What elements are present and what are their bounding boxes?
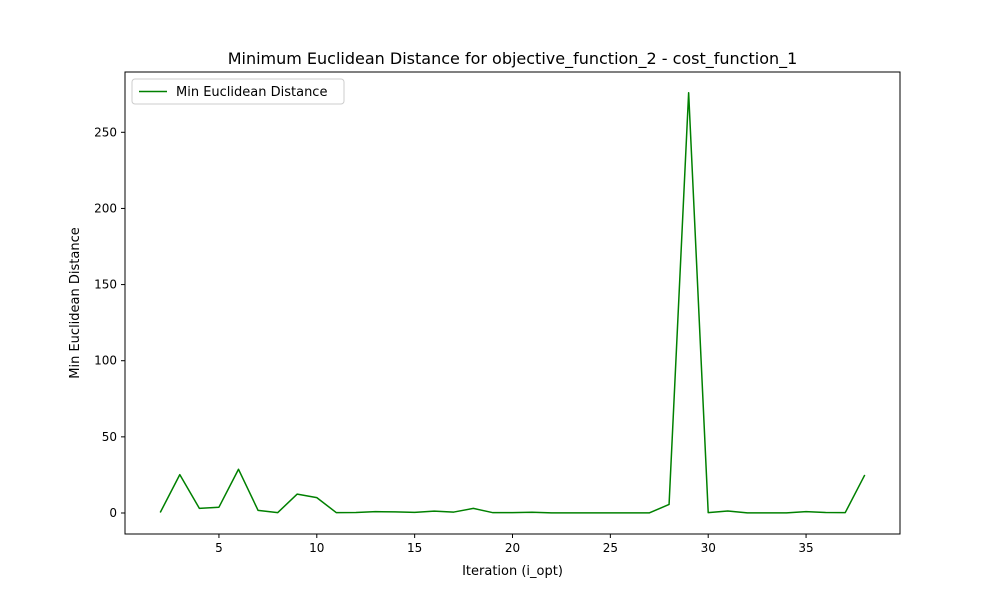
plot-area <box>125 72 900 534</box>
y-tick-label: 200 <box>94 201 117 215</box>
y-tick-label: 0 <box>109 506 117 520</box>
y-tick-label: 50 <box>102 430 117 444</box>
y-tick-label: 100 <box>94 354 117 368</box>
x-tick-label: 35 <box>798 541 813 555</box>
x-tick-label: 5 <box>215 541 223 555</box>
y-tick-label: 250 <box>94 125 117 139</box>
y-axis-ticks: 0 50 100 150 200 250 <box>94 125 125 520</box>
x-tick-label: 15 <box>407 541 422 555</box>
x-tick-label: 20 <box>505 541 520 555</box>
series-line-min-euclidean-distance <box>159 91 866 514</box>
plot-frame <box>124 71 901 535</box>
y-tick-label: 150 <box>94 278 117 292</box>
x-tick-label: 10 <box>309 541 324 555</box>
x-tick-label: 30 <box>701 541 716 555</box>
legend: Min Euclidean Distance <box>131 78 345 105</box>
x-tick-label: 25 <box>603 541 618 555</box>
x-axis-label: Iteration (i_opt) <box>462 564 563 579</box>
x-axis-ticks: 5 10 15 20 25 30 35 <box>215 534 814 555</box>
y-axis-label: Min Euclidean Distance <box>68 227 83 378</box>
legend-entry-min-euclidean-distance: Min Euclidean Distance <box>176 85 327 100</box>
legend-frame <box>131 78 345 105</box>
chart-title: Minimum Euclidean Distance for objective… <box>228 49 798 69</box>
